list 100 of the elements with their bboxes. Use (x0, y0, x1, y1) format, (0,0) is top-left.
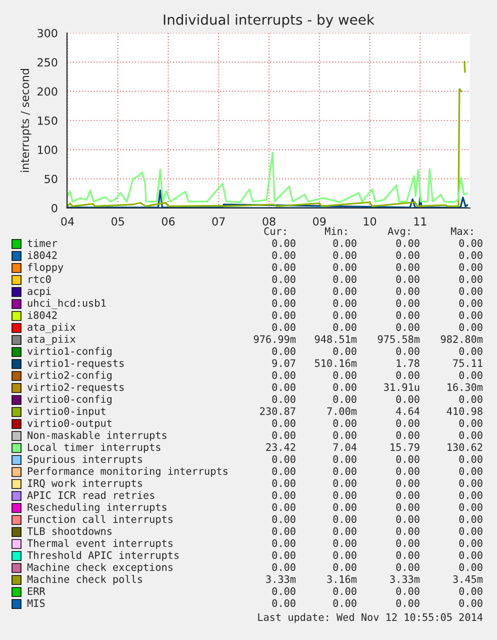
text: 0.00 (459, 323, 482, 331)
text: 0.00 (333, 551, 356, 559)
text: 0.00 (272, 563, 296, 571)
text: 3.33m (390, 575, 420, 583)
text: 0.00 (333, 503, 356, 511)
text: 0.00 (459, 239, 482, 247)
text: 0.00 (333, 599, 356, 607)
text: 0.00 (459, 299, 482, 307)
y-tick-label: 300 (38, 28, 58, 38)
text: 0.00 (272, 527, 296, 535)
text: 0.00 (272, 275, 296, 283)
text: 0.00 (272, 599, 296, 607)
text: 0.00 (459, 431, 482, 439)
text: 0.00 (396, 563, 420, 571)
text: 7.00m (327, 407, 357, 415)
text: 4.64 (396, 407, 420, 415)
text: 0.00 (333, 467, 356, 475)
text: 0.00 (459, 539, 482, 547)
text: 0.00 (396, 299, 420, 307)
text: 1.78 (396, 359, 420, 367)
text: 0.00 (396, 287, 420, 295)
legend-label: APIC ICR read retries (27, 491, 154, 499)
text: 0.00 (396, 323, 420, 331)
legend-label: Machine check exceptions (27, 563, 172, 573)
legend-label: virtio2-config (27, 371, 112, 381)
x-tick-label: 04 (61, 217, 74, 226)
text: 0.00 (272, 539, 296, 547)
x-tick-label: 09 (313, 217, 326, 226)
text: 0.00 (459, 275, 482, 283)
line-series (67, 190, 468, 208)
text: 230.87 (260, 407, 296, 415)
text: 0.00 (459, 479, 482, 487)
text: 0.00 (459, 563, 482, 571)
text: 0.00 (333, 239, 356, 247)
y-tick-label: 150 (38, 116, 58, 125)
text: 0.00 (272, 419, 296, 427)
legend-label: MIS (27, 599, 45, 607)
text: 15.79 (390, 443, 420, 451)
text: 0.00 (333, 587, 356, 595)
text: 0.00 (396, 491, 420, 499)
text: 0.00 (459, 251, 482, 259)
text: 0.00 (333, 419, 356, 427)
text: 0.00 (333, 515, 356, 523)
x-tick-label: 10 (364, 217, 376, 226)
text: 0.00 (333, 431, 356, 439)
text: 0.00 (396, 539, 420, 547)
legend-label: ata_piix (28, 334, 76, 346)
text: 0.00 (272, 467, 296, 475)
text: 0.00 (333, 371, 356, 379)
legend-label: Local timer interrupts (28, 443, 160, 453)
text: 0.00 (396, 479, 420, 487)
x-tick-label: 05 (112, 217, 124, 226)
legend-label: virtio2-requests (27, 383, 124, 393)
y-tick-label: 250 (38, 58, 58, 67)
text: Max: (451, 227, 473, 235)
text: 0.00 (396, 371, 420, 379)
legend-label: i8042 (28, 251, 57, 259)
line-series (67, 152, 468, 203)
text: 0.00 (272, 431, 296, 439)
text: 0.00 (272, 551, 296, 559)
legend-label: rtc0 (28, 275, 51, 283)
text: 0.00 (459, 371, 482, 379)
text: 0.00 (272, 491, 296, 499)
text: 3.45m (453, 575, 483, 583)
legend-label: IRQ work interrupts (28, 479, 142, 489)
text: 0.00 (333, 479, 356, 487)
text: 7.04 (333, 443, 357, 451)
text: 0.00 (459, 347, 482, 355)
legend-label: Non-maskable interrupts (28, 431, 166, 441)
y-tick-label: 100 (38, 146, 58, 154)
text: 0.00 (333, 491, 356, 499)
text: 0.00 (459, 467, 482, 475)
text: 982.80m (440, 335, 483, 343)
text: 510.16m (314, 359, 357, 367)
text: 0.00 (272, 251, 296, 259)
x-tick-label: 11 (414, 217, 426, 226)
text: 0.00 (272, 347, 296, 355)
y-tick-label: 200 (38, 87, 58, 96)
text: 0.00 (333, 311, 356, 319)
text: 975.58m (378, 335, 420, 343)
text: 0.00 (272, 587, 296, 595)
legend-label: virtio1-config (27, 347, 112, 357)
legend-label: Thermal event interrupts (27, 539, 172, 549)
legend-label: uhci_hcd:usb1 (28, 298, 106, 310)
text: 0.00 (272, 299, 296, 307)
text: 0.00 (272, 311, 296, 319)
text: 0.00 (396, 467, 420, 475)
text: Avg: (388, 227, 410, 237)
legend-label: virtio0-output (27, 419, 112, 429)
legend-label: Function call interrupts (28, 515, 172, 525)
text: 0.00 (333, 563, 356, 571)
text: 0.00 (333, 275, 356, 283)
text: 0.00 (396, 587, 420, 595)
legend-label: Machine check polls (27, 575, 142, 585)
legend-label: ERR (28, 587, 46, 595)
text: 0.00 (333, 251, 356, 259)
text: 0.00 (459, 419, 482, 427)
text: 0.00 (396, 515, 420, 523)
text: 0.00 (396, 455, 420, 463)
text: 0.00 (272, 263, 296, 271)
